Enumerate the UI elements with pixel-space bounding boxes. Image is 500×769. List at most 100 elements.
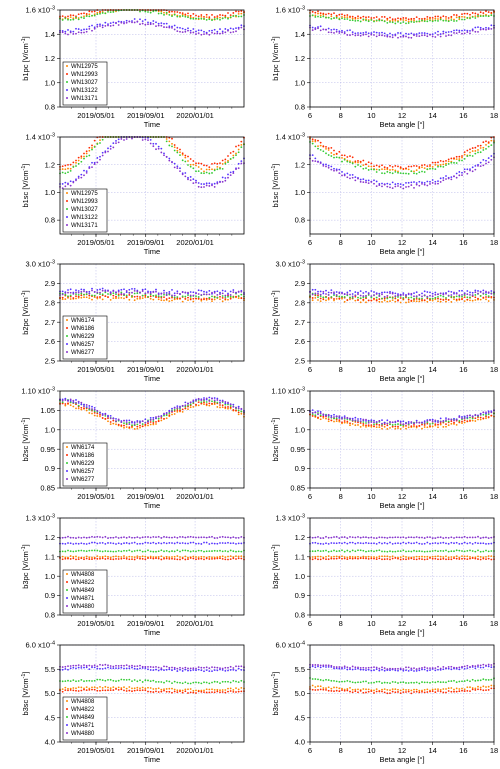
data-point-WN4808 (397, 688, 399, 691)
data-point-WN6229 (421, 297, 423, 300)
data-point-WN4849 (423, 681, 426, 684)
data-point-WN13027 (346, 160, 349, 163)
data-point-WN4849 (160, 549, 163, 552)
data-point-WN12993 (333, 12, 335, 15)
data-point-WN12993 (485, 10, 487, 13)
data-point-WN4880 (131, 536, 133, 539)
legend-marker (66, 73, 68, 75)
data-point-WN6277 (431, 295, 434, 298)
data-point-WN4822 (341, 689, 343, 691)
data-point-WN12993 (383, 16, 386, 18)
data-point-WN13171 (421, 183, 423, 185)
data-point-WN13122 (176, 165, 179, 168)
data-point-WN6277 (229, 294, 232, 296)
data-point-WN13171 (490, 28, 493, 30)
data-point-WN12993 (232, 12, 235, 14)
data-point-WN4871 (205, 541, 208, 544)
data-point-WN6277 (216, 293, 219, 296)
data-point-WN4808 (109, 556, 112, 559)
data-point-WN4880 (418, 667, 421, 670)
data-point-WN4871 (120, 666, 123, 669)
data-point-WN13122 (471, 28, 474, 31)
data-point-WN4880 (434, 667, 437, 670)
data-point-WN4871 (176, 670, 179, 672)
data-point-WN12993 (314, 11, 317, 14)
data-point-WN12993 (367, 161, 370, 164)
data-point-WN4871 (187, 542, 189, 545)
y-tick-label: 2.7 (45, 318, 55, 327)
data-point-WN4880 (469, 536, 471, 539)
data-point-WN4822 (168, 557, 171, 560)
data-point-WN6174 (327, 298, 330, 301)
data-point-WN4822 (437, 558, 439, 561)
data-point-WN4822 (139, 689, 141, 692)
data-point-WN13122 (240, 24, 243, 27)
data-point-WN6186 (112, 419, 115, 422)
data-point-WN4871 (219, 542, 221, 544)
data-point-WN13027 (173, 149, 176, 152)
data-point-WN12975 (189, 163, 192, 166)
data-point-WN13171 (343, 174, 346, 177)
data-point-WN4849 (381, 682, 383, 684)
data-point-WN13171 (447, 34, 450, 36)
x-axis-label: Beta angle [°] (379, 120, 424, 129)
data-point-WN4849 (418, 550, 421, 552)
data-point-WN4808 (104, 685, 107, 688)
data-point-WN4849 (200, 549, 203, 552)
data-point-WN4808 (189, 688, 192, 690)
data-point-WN12975 (461, 15, 463, 18)
data-point-WN6186 (343, 420, 346, 422)
data-point-WN4849 (389, 682, 391, 685)
data-point-WN12975 (61, 168, 64, 170)
data-point-WN6174 (80, 408, 83, 411)
legend-entry: WN13122 (71, 215, 98, 221)
y-tick-label: 0.9 (295, 591, 305, 600)
data-point-WN12993 (179, 148, 181, 151)
y-tick-label: 5.0 (295, 689, 305, 698)
data-point-WN6174 (187, 299, 189, 301)
x-tick-label: 16 (459, 746, 467, 755)
y-tick-label: 0.8 (295, 103, 305, 112)
data-point-WN6277 (367, 292, 370, 295)
data-point-WN6186 (458, 298, 461, 301)
data-point-WN4808 (338, 555, 341, 558)
data-point-WN12993 (208, 16, 211, 19)
data-point-WN6257 (370, 290, 373, 292)
data-point-WN4871 (314, 541, 317, 544)
data-point-WN13171 (445, 178, 447, 180)
data-point-WN4822 (157, 691, 160, 693)
data-point-WN4871 (88, 542, 91, 545)
data-point-WN4808 (367, 555, 370, 558)
data-point-WN13171 (192, 31, 195, 34)
data-point-WN4871 (479, 542, 482, 545)
data-point-WN12975 (397, 170, 399, 173)
data-point-WN4871 (423, 542, 426, 545)
data-point-WN4822 (463, 557, 466, 560)
data-point-WN4808 (69, 687, 72, 690)
data-point-WN4822 (394, 557, 397, 559)
data-point-WN6277 (477, 414, 479, 417)
data-point-WN4822 (378, 557, 381, 560)
data-point-WN13171 (141, 22, 144, 25)
data-point-WN6257 (67, 289, 69, 291)
data-point-WN4871 (341, 667, 343, 670)
data-point-WN6174 (397, 427, 399, 430)
data-point-WN4822 (351, 557, 354, 560)
data-point-WN6277 (485, 290, 487, 293)
data-point-WN4871 (367, 668, 370, 671)
data-point-WN4822 (381, 690, 383, 693)
data-point-WN12975 (99, 139, 101, 141)
data-point-WN6186 (171, 296, 173, 299)
data-point-WN13122 (335, 168, 338, 171)
data-point-WN4880 (173, 666, 176, 669)
data-point-WN4849 (370, 549, 373, 552)
data-point-WN6277 (325, 293, 327, 295)
data-point-WN6174 (197, 404, 200, 407)
data-point-WN4808 (343, 556, 346, 558)
data-point-WN4880 (383, 667, 386, 669)
data-point-WN13122 (203, 30, 205, 33)
data-point-WN6229 (389, 296, 391, 299)
data-point-WN6257 (487, 410, 490, 413)
data-point-WN13122 (61, 30, 64, 32)
data-point-WN4871 (221, 669, 224, 671)
